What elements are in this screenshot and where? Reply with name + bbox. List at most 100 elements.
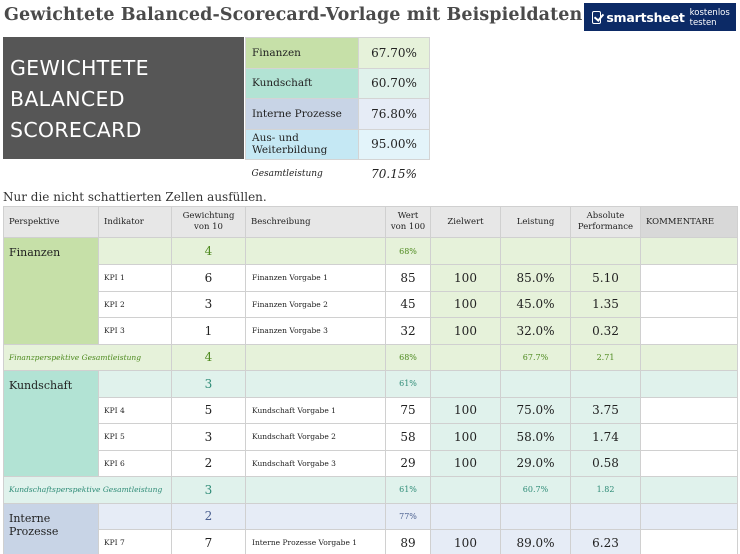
cell-wert-input[interactable]: 85 <box>385 264 431 292</box>
cell-abs: 6.23 <box>570 529 641 554</box>
cell-ziel <box>430 476 501 504</box>
cell-comment-input[interactable] <box>640 264 738 292</box>
cell-wert-input[interactable]: 58 <box>385 423 431 451</box>
cell-wert: 61% <box>385 370 431 398</box>
cell-abs: 1.35 <box>570 290 641 318</box>
col-kommentare: KOMMENTARE <box>640 206 738 238</box>
cell-weight-input[interactable]: 5 <box>171 396 246 424</box>
cell-kpi: KPI 3 <box>98 317 172 345</box>
cell-desc-input[interactable]: Kundschaft Vorgabe 3 <box>245 449 386 477</box>
cell-leistung <box>500 502 571 530</box>
col-indikator: Indikator <box>98 206 172 238</box>
table-row: KPI 2 3 Finanzen Vorgabe 2 45 100 45.0% … <box>4 290 738 318</box>
cell-abs: 0.58 <box>570 449 641 477</box>
banner-line-2: BALANCED <box>10 87 125 111</box>
cell-desc-input[interactable]: Interne Prozesse Vorgabe 1 <box>245 529 386 554</box>
cell-weight: 3 <box>171 370 246 398</box>
cell-kpi: KPI 1 <box>98 264 172 292</box>
summary-label: Interne Prozesse <box>245 98 359 130</box>
cell-kpi: KPI 2 <box>98 290 172 318</box>
section-summary-weight: 3 <box>171 476 246 504</box>
table-row: KPI 1 6 Finanzen Vorgabe 1 85 100 85.0% … <box>4 264 738 292</box>
cell-abs <box>570 237 641 265</box>
cell-weight-input[interactable]: 3 <box>171 290 246 318</box>
cell-ziel: 100 <box>430 529 501 554</box>
col-wert-line1: Wert <box>397 211 419 221</box>
cell-weight-input[interactable]: 6 <box>171 264 246 292</box>
col-gewichtung: Gewichtung von 10 <box>171 206 246 238</box>
cell-comment-input[interactable] <box>640 290 738 318</box>
col-zielwert: Zielwert <box>430 206 501 238</box>
section-summary-leistung: 60.7% <box>500 476 571 504</box>
summary-row-weiterbildung: Aus- und Weiterbildung 95.00% <box>245 128 430 160</box>
cell-desc-input[interactable]: Kundschaft Vorgabe 1 <box>245 396 386 424</box>
summary-value: 67.70% <box>358 37 430 69</box>
summary-total-value: 70.15% <box>371 166 417 181</box>
table-row: Kundschaft 3 61% <box>3 370 738 477</box>
summary-row-interne: Interne Prozesse 76.80% <box>245 98 430 130</box>
cell-abs: 5.10 <box>570 264 641 292</box>
cell-comment-input[interactable] <box>640 317 738 345</box>
cell-desc-input[interactable]: Kundschaft Vorgabe 2 <box>245 423 386 451</box>
cell-ziel: 100 <box>430 423 501 451</box>
cell-weight-input[interactable]: 2 <box>171 449 246 477</box>
summary-table: Finanzen 67.70% Kundschaft 60.70% Intern… <box>245 37 430 188</box>
cell-comment-input[interactable] <box>640 449 738 477</box>
cell-desc <box>245 370 386 398</box>
cell-comment-input[interactable] <box>640 423 738 451</box>
cell-desc-input[interactable]: Finanzen Vorgabe 2 <box>245 290 386 318</box>
cell-wert-input[interactable]: 45 <box>385 290 431 318</box>
cell-abs: 1.74 <box>570 423 641 451</box>
cell-ziel <box>430 502 501 530</box>
cell-kpi: KPI 4 <box>98 396 172 424</box>
banner-line-3: SCORECARD <box>10 118 142 142</box>
cell-weight-input[interactable]: 3 <box>171 423 246 451</box>
summary-value: 95.00% <box>358 128 430 160</box>
cell-comment <box>640 237 738 265</box>
cell-indikator <box>98 370 172 398</box>
table-row: KPI 7 7 Interne Prozesse Vorgabe 1 89 10… <box>4 529 738 554</box>
cell-wert-input[interactable]: 89 <box>385 529 431 554</box>
cell-wert-input[interactable]: 32 <box>385 317 431 345</box>
section-summary-weight: 4 <box>171 343 246 371</box>
table-row: Finanzen 4 68% <box>3 237 738 345</box>
summary-label: Kundschaft <box>245 67 359 99</box>
cell-leistung: 58.0% <box>500 423 571 451</box>
cell-indikator <box>98 502 172 530</box>
check-icon <box>592 10 602 24</box>
section-summary-label: Finanzperspektive Gesamtleistung <box>3 343 172 371</box>
cell-weight-input[interactable]: 7 <box>171 529 246 554</box>
cell-kpi: KPI 6 <box>98 449 172 477</box>
cell-desc-input[interactable]: Finanzen Vorgabe 1 <box>245 264 386 292</box>
col-wert: Wert von 100 <box>385 206 431 238</box>
summary-label: Aus- und Weiterbildung <box>245 128 359 160</box>
cell-wert: 77% <box>385 502 431 530</box>
instruction-note: Nur die nicht schattierten Zellen ausfül… <box>3 190 267 204</box>
cell-leistung: 89.0% <box>500 529 571 554</box>
cell-comment-input[interactable] <box>640 396 738 424</box>
cell-ziel <box>430 343 501 371</box>
summary-row-finanzen: Finanzen 67.70% <box>245 37 430 69</box>
cell-wert-input[interactable]: 75 <box>385 396 431 424</box>
page-title: Gewichtete Balanced-Scorecard-Vorlage mi… <box>4 5 678 25</box>
cell-comment-input[interactable] <box>640 529 738 554</box>
cell-desc-input[interactable]: Finanzen Vorgabe 3 <box>245 317 386 345</box>
cell-comment <box>640 370 738 398</box>
col-gewichtung-line2: von 10 <box>194 222 223 232</box>
cell-comment <box>640 476 738 504</box>
section-summary-label: Kundschaftsperspektive Gesamtleistung <box>3 476 172 504</box>
cell-ziel: 100 <box>430 317 501 345</box>
cell-ziel <box>430 237 501 265</box>
table-row: Interne Prozesse 2 77% <box>3 502 738 554</box>
cell-ziel: 100 <box>430 264 501 292</box>
smartsheet-logo-button[interactable]: smartsheet kostenlos testen <box>584 3 736 31</box>
col-leistung: Leistung <box>500 206 571 238</box>
section-summary-abs: 2.71 <box>570 343 641 371</box>
cell-weight-input[interactable]: 1 <box>171 317 246 345</box>
cell-leistung <box>500 237 571 265</box>
col-absolute-line2: Performance <box>577 222 634 232</box>
cell-wert-input[interactable]: 29 <box>385 449 431 477</box>
col-absolute: Absolute Performance <box>570 206 641 238</box>
cell-indikator <box>98 237 172 265</box>
perspective-kundschaft: Kundschaft <box>3 370 99 477</box>
